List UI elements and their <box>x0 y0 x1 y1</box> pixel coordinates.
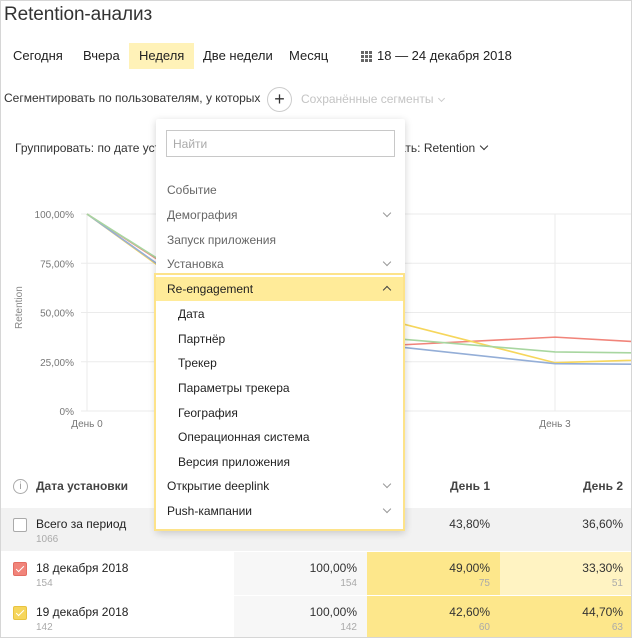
chevron-down-icon <box>382 257 392 267</box>
cell-value: 100,00% <box>309 561 357 575</box>
row-checkbox[interactable] <box>13 518 27 532</box>
dropdown-item-label: Установка <box>167 257 224 271</box>
cell-value: 36,60% <box>582 517 623 531</box>
cell-day-1: 43,80% <box>367 508 500 551</box>
dropdown-subitem-partner[interactable]: Партнёр <box>178 332 226 346</box>
cell-day-1: 49,00% 75 <box>367 552 500 595</box>
dropdown-item-label: Событие <box>167 183 217 197</box>
chevron-down-icon <box>382 504 392 514</box>
cell-value: 43,80% <box>449 517 490 531</box>
y-tick-label: 50,00% <box>40 309 74 320</box>
y-tick-label: 75,00% <box>40 259 74 270</box>
cell-day-0: 100,00% 142 <box>234 596 367 637</box>
dropdown-item-label: Демография <box>167 208 238 222</box>
row-count: 142 <box>36 622 53 633</box>
segment-dropdown: Событие Демография Запуск приложения Уст… <box>154 119 405 531</box>
header-day-2[interactable]: День 2 <box>582 479 623 493</box>
saved-segments-select[interactable]: Сохранённые сегменты <box>301 92 446 106</box>
table-header: i Дата установки День 1 День 2 <box>1 471 631 503</box>
cell-value: 42,60% <box>449 605 490 619</box>
x-tick-label: День 3 <box>539 419 571 430</box>
period-week[interactable]: Неделя <box>129 43 195 69</box>
cell-day-0: 100,00% 154 <box>234 552 367 595</box>
dropdown-item-deeplink[interactable]: Открытие deeplink <box>156 474 405 498</box>
cell-day-2: 33,30% 51 <box>500 552 631 595</box>
cell-day-2: 44,70% 63 <box>500 596 631 637</box>
dropdown-item-event[interactable]: Событие <box>156 178 405 202</box>
cell-value: 44,70% <box>582 605 623 619</box>
dropdown-item-reengagement[interactable]: Re-engagement <box>156 277 405 301</box>
chevron-down-icon <box>438 94 446 103</box>
add-segment-button[interactable]: + <box>267 87 292 112</box>
y-tick-label: 0% <box>60 407 75 418</box>
cell-day-2: 36,60% <box>500 508 631 551</box>
cell-count: 75 <box>478 578 490 589</box>
dropdown-item-label: Re-engagement <box>167 282 254 296</box>
row-count: 154 <box>36 578 53 589</box>
row-label: 18 декабря 2018 <box>36 561 129 575</box>
metric-label: ать: Retention <box>399 141 476 155</box>
date-range-label: 18 — 24 декабря 2018 <box>377 48 512 63</box>
dropdown-subitem-os[interactable]: Операционная система <box>178 430 310 444</box>
cell-day-1: 42,60% 60 <box>367 596 500 637</box>
info-icon[interactable]: i <box>13 479 28 494</box>
dropdown-subitem-date[interactable]: Дата <box>178 307 205 321</box>
date-range-picker[interactable]: 18 — 24 декабря 2018 <box>351 43 522 69</box>
table-row: 19 декабря 2018 142 100,00% 142 42,60% 6… <box>1 596 631 637</box>
dropdown-item-app-launch[interactable]: Запуск приложения <box>156 228 405 252</box>
cell-count: 142 <box>340 622 357 633</box>
metric-select[interactable]: ать: Retention <box>399 141 489 155</box>
cell-value: 33,30% <box>582 561 623 575</box>
dropdown-search-input[interactable] <box>166 130 395 157</box>
dropdown-subitem-tracker[interactable]: Трекер <box>178 356 217 370</box>
dropdown-subitem-tracker-params[interactable]: Параметры трекера <box>178 381 290 395</box>
period-yesterday[interactable]: Вчера <box>83 48 120 63</box>
row-label: Всего за период <box>36 517 127 531</box>
cell-count: 60 <box>478 622 490 633</box>
dropdown-subitem-app-version[interactable]: Версия приложения <box>178 455 290 469</box>
calendar-icon <box>361 50 372 62</box>
dropdown-item-label: Открытие deeplink <box>167 479 270 493</box>
period-today[interactable]: Сегодня <box>13 48 63 63</box>
row-count: 1066 <box>36 534 59 545</box>
cell-count: 51 <box>611 578 623 589</box>
cell-count: 154 <box>340 578 357 589</box>
x-tick-label: День 0 <box>71 419 103 430</box>
y-axis-label: Retention <box>14 286 25 329</box>
dropdown-item-demography[interactable]: Демография <box>156 203 405 227</box>
group-by-select[interactable]: Группировать: по дате уст <box>15 141 161 155</box>
y-tick-label: 100,00% <box>35 210 75 221</box>
chevron-down-icon <box>382 208 392 218</box>
header-install-date[interactable]: Дата установки <box>36 479 129 493</box>
segment-label: Сегментировать по пользователям, у котор… <box>4 91 261 105</box>
chevron-down-icon <box>479 141 489 151</box>
row-label: 19 декабря 2018 <box>36 605 129 619</box>
dropdown-item-label: Push-кампании <box>167 504 252 518</box>
dropdown-item-push[interactable]: Push-кампании <box>156 499 405 523</box>
chevron-up-icon <box>382 285 392 295</box>
period-two-weeks[interactable]: Две недели <box>203 48 273 63</box>
saved-segments-label: Сохранённые сегменты <box>301 92 434 106</box>
table-row: 18 декабря 2018 154 100,00% 154 49,00% 7… <box>1 552 631 595</box>
page-title: Retention-анализ <box>4 4 153 25</box>
chevron-down-icon <box>382 479 392 489</box>
row-checkbox[interactable] <box>13 606 27 620</box>
dropdown-subitem-geography[interactable]: География <box>178 406 238 420</box>
dropdown-item-label: Запуск приложения <box>167 233 276 247</box>
header-day-1[interactable]: День 1 <box>449 479 490 493</box>
row-checkbox[interactable] <box>13 562 27 576</box>
y-tick-label: 25,00% <box>40 358 74 369</box>
dropdown-item-install[interactable]: Установка <box>156 252 405 276</box>
cell-count: 63 <box>611 622 623 633</box>
period-month[interactable]: Месяц <box>289 48 329 63</box>
cell-value: 49,00% <box>449 561 490 575</box>
cell-value: 100,00% <box>309 605 357 619</box>
